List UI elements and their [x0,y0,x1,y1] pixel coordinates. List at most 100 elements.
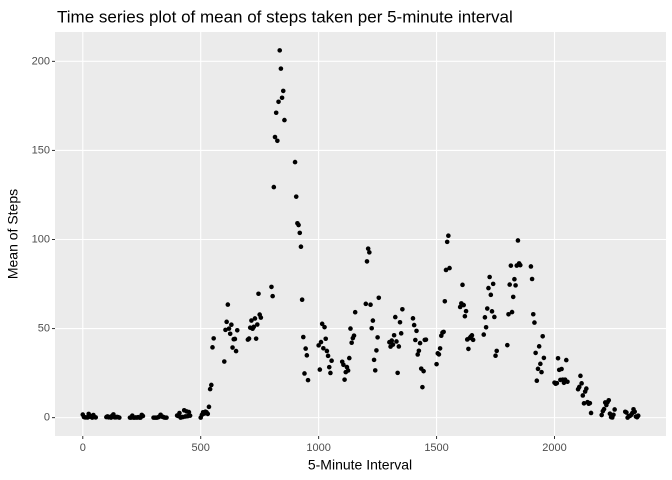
point [223,327,228,333]
point [457,304,463,310]
point [505,342,510,348]
point [323,336,329,342]
point [441,329,446,335]
point [302,371,307,376]
chart-title: Time series plot of mean of steps taken … [57,7,513,26]
point [207,386,213,392]
x-tick-label: 1000 [306,442,330,454]
point [319,321,325,327]
point [492,314,497,320]
point [321,346,326,351]
point [540,333,546,339]
point [392,314,398,320]
point [489,309,495,314]
point [396,344,402,349]
point [324,348,330,354]
point [276,99,281,105]
point [484,306,490,311]
point [368,302,373,307]
point [258,315,264,320]
point [559,366,564,372]
point [466,346,471,352]
point [273,110,279,116]
point [322,324,327,330]
point [376,295,382,301]
point [460,282,465,288]
point [271,184,277,190]
point [351,333,357,338]
point [461,302,466,308]
point [487,274,492,280]
point [576,384,582,390]
point [164,415,169,420]
point [469,333,475,338]
point [599,412,604,418]
point [416,348,422,354]
point [565,379,570,385]
point [367,250,372,255]
point [117,415,122,420]
y-tick-label: 0 [44,412,50,424]
point [588,410,594,416]
point [420,384,425,390]
point [421,368,426,374]
point [397,319,403,325]
point [410,316,416,321]
point [301,334,306,340]
point [414,328,419,334]
point [394,339,399,344]
point [423,337,429,342]
point [305,377,311,383]
point [140,413,146,419]
point [317,367,323,372]
point [635,413,641,419]
point [253,336,259,341]
y-tick-label: 50 [38,322,50,334]
point [270,293,275,299]
point [434,361,439,367]
point [211,336,216,341]
point [510,294,516,300]
point [326,364,332,370]
point [251,324,257,330]
point [296,222,301,228]
x-axis-title: 5-Minute Interval [308,457,412,473]
point [513,283,518,288]
point [481,332,487,337]
point [303,346,308,351]
point [93,415,99,420]
point [587,400,593,406]
point [413,337,418,343]
point [282,117,287,123]
point [345,368,351,373]
x-tick-label: 1500 [424,442,448,454]
point [563,357,569,363]
point [269,284,274,290]
point [225,302,231,307]
point [342,377,347,382]
point [486,285,491,291]
point [517,262,523,268]
point [390,342,396,347]
point [515,238,521,243]
point [508,263,514,268]
point [186,409,192,415]
point [533,350,538,356]
point [417,340,423,346]
point [541,355,547,361]
point [209,382,214,388]
point [536,344,542,349]
point [246,336,252,341]
point [206,404,212,410]
point [512,276,517,282]
point [233,348,239,354]
point [580,393,586,398]
point [272,134,278,140]
point [436,352,442,357]
point [346,355,352,361]
point [463,308,469,314]
point [227,331,233,337]
y-tick-label: 200 [32,55,50,67]
point [280,88,286,94]
point [470,337,476,343]
